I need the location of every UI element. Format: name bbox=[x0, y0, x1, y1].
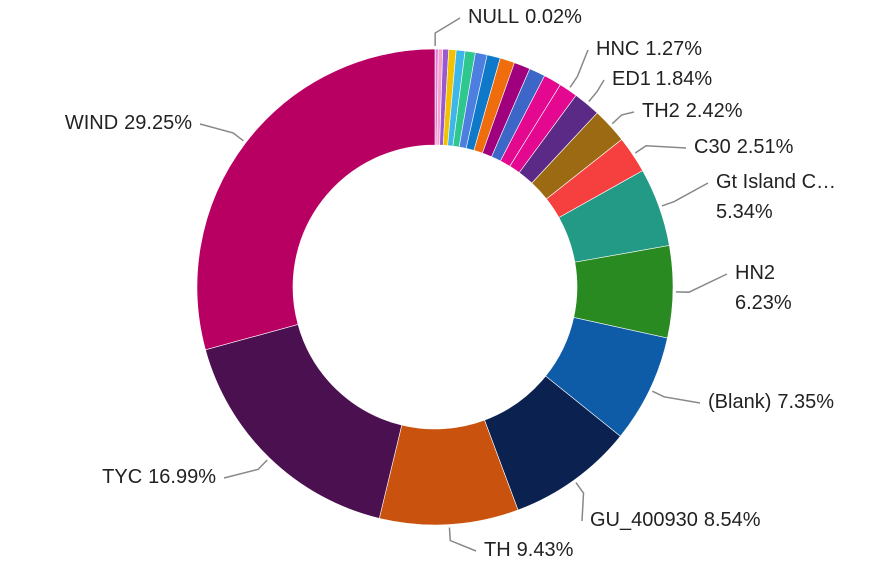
data-label: Gt Island C… 5.34% bbox=[716, 171, 836, 223]
data-label: C30 2.51% bbox=[694, 136, 794, 158]
value-label: 2.42% bbox=[686, 100, 743, 122]
value-label: 2.51% bbox=[737, 136, 794, 158]
data-label: (Blank) 7.35% bbox=[708, 391, 834, 413]
data-label: NULL 0.02% bbox=[468, 6, 582, 28]
category-label: ED1 bbox=[612, 68, 651, 90]
data-label: TH 9.43% bbox=[484, 539, 574, 561]
category-label: C30 bbox=[694, 136, 731, 158]
leader-line bbox=[223, 459, 268, 479]
leader-line bbox=[634, 144, 687, 154]
leader-line bbox=[661, 182, 709, 207]
data-label: HN2 6.23% bbox=[735, 262, 792, 314]
category-label: GU_400930 bbox=[590, 509, 698, 531]
leader-line bbox=[611, 111, 635, 125]
category-label: TH bbox=[484, 539, 511, 561]
value-label: 8.54% bbox=[704, 509, 761, 531]
category-label: NULL bbox=[468, 6, 519, 28]
slice bbox=[205, 324, 403, 519]
category-label: HN2 bbox=[735, 262, 775, 284]
category-label: Gt Island C… bbox=[716, 171, 836, 193]
leader-line bbox=[569, 49, 589, 88]
category-label: TYC bbox=[102, 466, 142, 488]
value-label: 6.23% bbox=[735, 292, 792, 314]
slice bbox=[196, 48, 436, 351]
value-label: 5.34% bbox=[716, 201, 773, 223]
leader-line bbox=[588, 79, 605, 102]
data-label: HNC 1.27% bbox=[596, 38, 702, 60]
data-label: GU_400930 8.54% bbox=[590, 509, 761, 531]
value-label: 7.35% bbox=[777, 391, 834, 413]
leader-line bbox=[199, 123, 244, 142]
value-label: 0.02% bbox=[525, 6, 582, 28]
value-label: 29.25% bbox=[124, 112, 192, 134]
data-label: WIND 29.25% bbox=[65, 112, 192, 134]
category-label: WIND bbox=[65, 112, 118, 134]
leader-line bbox=[675, 273, 728, 293]
leader-line bbox=[434, 17, 461, 47]
leader-line bbox=[575, 482, 585, 522]
leader-line bbox=[448, 527, 477, 552]
data-label: ED1 1.84% bbox=[612, 68, 712, 90]
category-label: (Blank) bbox=[708, 391, 771, 413]
category-label: HNC bbox=[596, 38, 639, 60]
value-label: 1.27% bbox=[645, 38, 702, 60]
category-label: TH2 bbox=[642, 100, 680, 122]
leader-line bbox=[651, 390, 701, 404]
data-label: TH2 2.42% bbox=[642, 100, 743, 122]
data-label: TYC 16.99% bbox=[102, 466, 216, 488]
value-label: 1.84% bbox=[655, 68, 712, 90]
value-label: 9.43% bbox=[517, 539, 574, 561]
value-label: 16.99% bbox=[148, 466, 216, 488]
